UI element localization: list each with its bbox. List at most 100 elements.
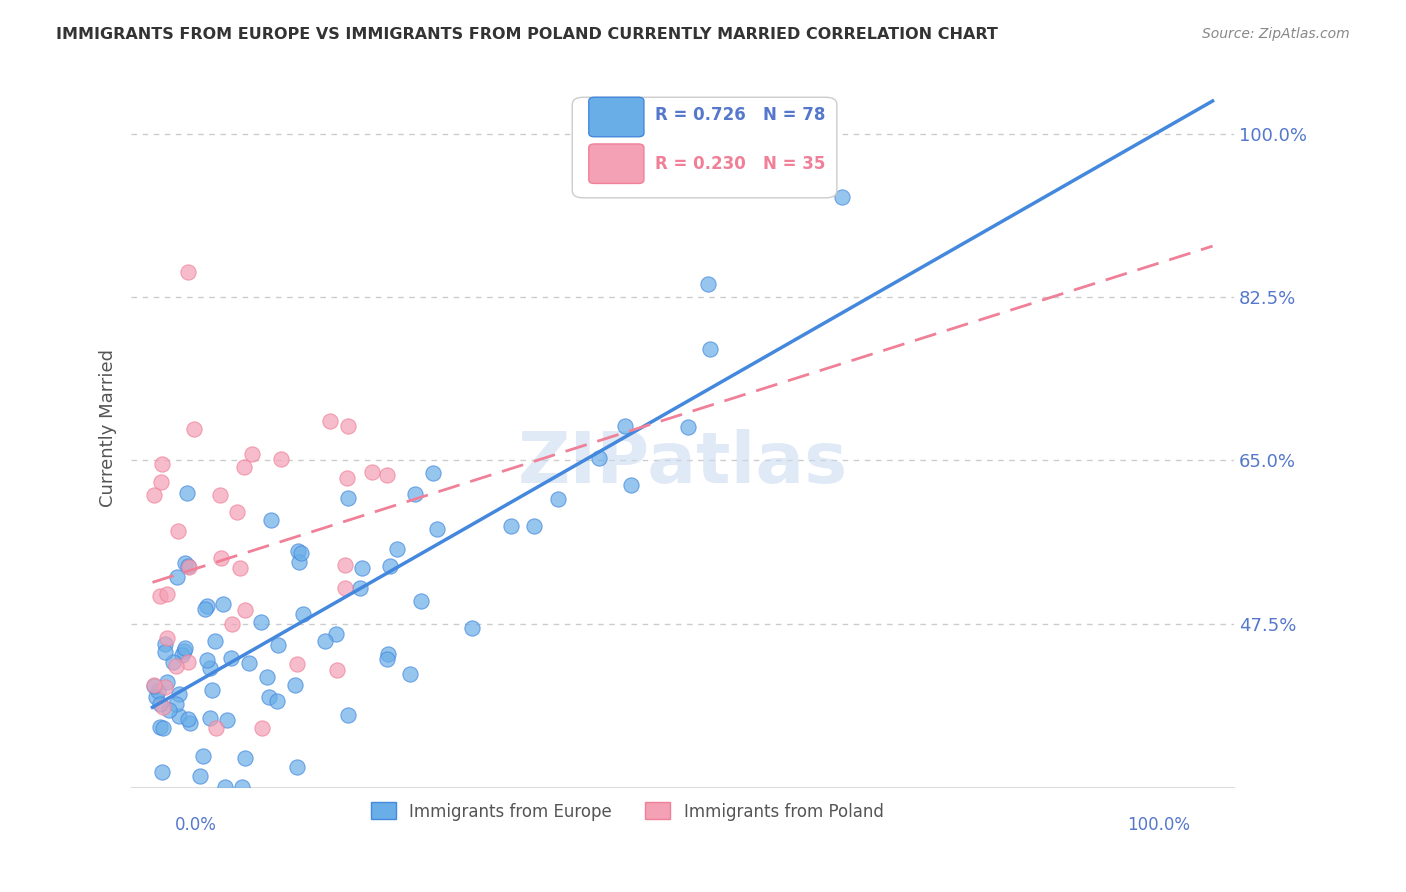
Point (149, 720, 172, 734)
Point (349, 581, 371, 595)
Text: 0.0%: 0.0% (176, 815, 217, 834)
Point (150, 457, 173, 471)
Point (335, 471, 357, 485)
Point (399, 666, 422, 681)
Point (375, 467, 398, 482)
Point (256, 670, 278, 684)
Point (314, 634, 336, 648)
Point (214, 780, 236, 794)
Point (197, 653, 219, 667)
FancyBboxPatch shape (572, 97, 837, 198)
Point (204, 633, 226, 648)
Point (142, 487, 165, 501)
Point (238, 656, 260, 670)
Point (183, 422, 205, 436)
Point (270, 451, 292, 466)
Point (231, 780, 253, 794)
Point (194, 602, 217, 616)
Point (267, 638, 290, 652)
Point (153, 680, 176, 694)
Point (404, 487, 426, 501)
Point (142, 678, 165, 692)
Point (614, 419, 637, 434)
Point (375, 652, 398, 666)
Text: 100.0%: 100.0% (1126, 815, 1189, 834)
Point (201, 683, 224, 698)
Point (233, 459, 256, 474)
Point (266, 694, 288, 708)
Point (153, 637, 176, 651)
Point (226, 506, 249, 520)
Point (153, 645, 176, 659)
Point (176, 265, 198, 279)
FancyBboxPatch shape (589, 97, 644, 136)
Point (177, 560, 200, 574)
Point (208, 488, 231, 502)
Point (149, 589, 172, 603)
Point (173, 556, 195, 570)
Point (233, 603, 256, 617)
Point (287, 543, 309, 558)
Point (285, 657, 308, 671)
Point (176, 712, 198, 726)
FancyBboxPatch shape (589, 144, 644, 184)
Point (284, 678, 307, 692)
Point (378, 558, 401, 573)
Point (523, 519, 546, 533)
Text: R = 0.726   N = 78: R = 0.726 N = 78 (655, 106, 825, 124)
Point (209, 551, 232, 566)
Point (150, 764, 173, 779)
Point (287, 555, 309, 569)
Point (156, 631, 179, 645)
Point (233, 751, 256, 765)
Legend: Immigrants from Europe, Immigrants from Poland: Immigrants from Europe, Immigrants from … (363, 794, 891, 829)
Point (217, 713, 239, 727)
Point (620, 478, 643, 492)
Point (337, 418, 360, 433)
Point (179, 716, 201, 731)
Point (156, 675, 179, 690)
Point (205, 721, 228, 735)
Text: IMMIGRANTS FROM EUROPE VS IMMIGRANTS FROM POLAND CURRENTLY MARRIED CORRELATION C: IMMIGRANTS FROM EUROPE VS IMMIGRANTS FRO… (56, 27, 998, 42)
Point (499, 518, 522, 533)
Point (678, 420, 700, 434)
Point (149, 698, 172, 712)
Point (425, 522, 447, 536)
Point (146, 683, 169, 698)
Y-axis label: Currently Married: Currently Married (100, 349, 117, 507)
Point (177, 559, 200, 574)
Point (173, 644, 195, 658)
Point (335, 581, 357, 595)
Point (377, 647, 399, 661)
Point (411, 594, 433, 608)
Point (142, 679, 165, 693)
Point (174, 640, 197, 655)
Point (831, 189, 853, 203)
Point (211, 597, 233, 611)
Point (200, 711, 222, 725)
Point (699, 342, 721, 356)
Point (176, 486, 198, 500)
Point (166, 570, 188, 584)
Point (172, 648, 194, 662)
Point (165, 698, 187, 712)
Point (169, 709, 191, 723)
Point (198, 661, 221, 675)
Point (149, 475, 172, 490)
Point (152, 700, 174, 714)
Point (336, 707, 359, 722)
Point (260, 512, 283, 526)
Point (228, 561, 250, 575)
Point (152, 721, 174, 735)
Point (350, 560, 373, 574)
Point (285, 760, 308, 774)
Point (696, 277, 718, 291)
Point (191, 749, 214, 764)
Point (219, 651, 242, 665)
Point (177, 655, 200, 669)
Point (547, 492, 569, 507)
Point (422, 466, 444, 480)
Point (221, 617, 243, 632)
Point (326, 663, 349, 677)
Point (385, 541, 408, 556)
